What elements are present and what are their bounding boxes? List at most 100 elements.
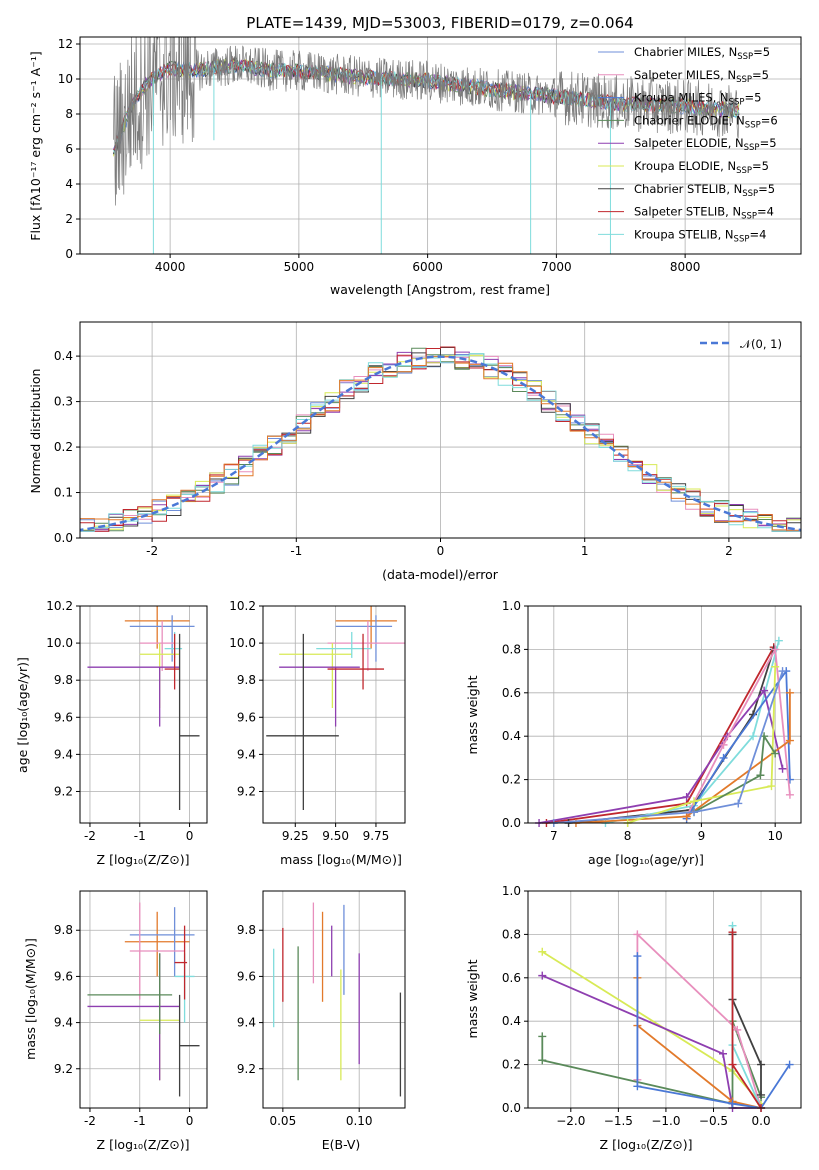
mass-weight-vs-age-marker — [785, 790, 794, 799]
mass-weight-vs-age-ylabel: mass weight — [465, 675, 480, 754]
spectrum-legend-label: Kroupa STELIB, NSSP=4 — [634, 227, 766, 244]
age-vs-Z-ytick-label: 9.4 — [54, 747, 73, 761]
age-vs-Z-ytick-label: 9.8 — [54, 673, 73, 687]
age-vs-Z-xtick-label: -2 — [84, 829, 96, 843]
mass-weight-vs-Z-ytick-label: 0.6 — [502, 971, 521, 985]
age-vs-Z-xtick-label: 0 — [186, 829, 194, 843]
mass-weight-vs-age-marker — [774, 636, 783, 645]
mass-weight-vs-Z-xlabel: Z [log₁₀(Z/Z⊙)] — [600, 1137, 693, 1152]
mass-vs-Z-xtick-label: -2 — [84, 1114, 96, 1128]
mass-weight-vs-age-marker — [690, 808, 699, 817]
mass-weight-vs-age-ytick-label: 1.0 — [502, 599, 521, 613]
age-vs-mass-xlabel: mass [log₁₀(M/M⊙)] — [280, 852, 402, 867]
mass-weight-vs-age-marker — [719, 740, 728, 749]
spectrum-legend-label: Salpeter STELIB, NSSP=4 — [634, 205, 774, 222]
mass-weight-vs-age-series-line — [605, 640, 780, 824]
mass-weight-vs-Z-ytick-label: 0.4 — [502, 1014, 521, 1028]
age-vs-mass-xtick-label: 9.75 — [363, 829, 390, 843]
mass-weight-vs-age-marker — [719, 753, 728, 762]
histogram-plot-area — [80, 346, 801, 532]
mass-weight-vs-age-panel: age [log₁₀(age/yr)] mass weight 7 8 9 10 0.0… — [465, 599, 802, 867]
age-vs-Z-axes-frame — [79, 605, 208, 824]
mass-vs-Z-ytick-label: 9.8 — [54, 923, 73, 937]
histogram-legend-label: 𝒩(0, 1) — [740, 337, 782, 351]
mass-vs-ebv-xtick-label: 0.05 — [269, 1114, 296, 1128]
age-vs-mass-ytick-label: 9.4 — [237, 747, 256, 761]
spectrum-ytick-label: 6 — [65, 142, 73, 156]
histogram-ytick-label: 0.1 — [54, 486, 73, 500]
mass-weight-vs-age-xtick-label: 7 — [550, 829, 558, 843]
spectrum-legend-label: Kroupa ELODIE, NSSP=5 — [634, 159, 769, 176]
mass-vs-Z-xtick-label: 0 — [186, 1114, 194, 1128]
mass-weight-vs-Z-panel: Z [log₁₀(Z/Z⊙)] mass weight −2.0 −1.5 −1.0… — [465, 884, 802, 1152]
mass-weight-vs-Z-marker — [757, 1060, 766, 1069]
histogram-ytick-label: 0.4 — [54, 349, 73, 363]
mass-vs-ebv-ytick-label: 9.8 — [237, 923, 256, 937]
mass-vs-ebv-ytick-label: 9.2 — [237, 1062, 256, 1076]
mass-weight-vs-Z-marker — [538, 1056, 547, 1065]
mass-vs-Z-ylabel: mass [log₁₀(M/M⊙)] — [23, 938, 38, 1060]
age-vs-mass-xtick-label: 9.25 — [282, 829, 309, 843]
mass-weight-vs-Z-ylabel: mass weight — [465, 959, 480, 1038]
histogram-xtick-label: 2 — [725, 544, 733, 558]
age-vs-Z-ytick-label: 9.2 — [54, 784, 73, 798]
mass-weight-vs-Z-marker — [538, 971, 547, 980]
mass-weight-vs-age-marker — [785, 775, 794, 784]
histogram-axes-frame — [79, 321, 802, 539]
age-vs-Z-xlabel: Z [log₁₀(Z/Z⊙)] — [97, 852, 190, 867]
mass-weight-vs-age-marker — [771, 662, 780, 671]
spectrum-ytick-label: 4 — [65, 177, 73, 191]
mass-weight-vs-age-marker — [760, 686, 769, 695]
mass-weight-vs-Z-xtick-label: −1.5 — [604, 1114, 633, 1128]
mass-weight-vs-age-xtick-label: 10 — [768, 829, 783, 843]
mass-weight-vs-age-marker — [756, 771, 765, 780]
mass-weight-vs-Z-marker — [728, 1099, 737, 1108]
mass-weight-vs-age-xtick-label: 9 — [698, 829, 706, 843]
mass-weight-vs-age-xlabel: age [log₁₀(age/yr)] — [588, 852, 704, 867]
mass-weight-vs-age-marker — [778, 667, 787, 676]
age-vs-mass-ytick-label: 10.0 — [229, 636, 256, 650]
mass-vs-Z-ytick-label: 9.2 — [54, 1062, 73, 1076]
mass-vs-ebv-panel: E(B-V) 0.05 0.10 9.2 9.4 9.6 9.8 — [237, 890, 406, 1152]
mass-weight-vs-Z-marker — [538, 947, 547, 956]
mass-weight-vs-age-ytick-label: 0.2 — [502, 773, 521, 787]
age-vs-mass-grid — [263, 605, 405, 823]
spectrum-ytick-label: 10 — [58, 72, 73, 86]
mass-weight-vs-age-xtick-label: 8 — [624, 829, 632, 843]
mass-weight-vs-age-series-line — [553, 670, 784, 824]
age-vs-mass-panel: mass [log₁₀(M/M⊙)] 9.25 9.50 9.75 9.2 9.4 9.6… — [229, 599, 406, 867]
mass-weight-vs-Z-marker — [728, 928, 737, 937]
mass-vs-Z-xtick-label: -1 — [134, 1114, 146, 1128]
age-vs-Z-xtick-label: -1 — [134, 829, 146, 843]
spectrum-ytick-label: 12 — [58, 37, 73, 51]
spectrum-axes-frame — [79, 36, 802, 255]
mass-vs-ebv-plot-area — [273, 902, 402, 1097]
mass-weight-vs-age-axes-frame — [527, 605, 802, 824]
spectrum-ytick-label: 0 — [65, 247, 73, 261]
age-vs-mass-plot-area — [266, 606, 405, 811]
spectrum-title: PLATE=1439, MJD=53003, FIBERID=0179, z=0… — [246, 14, 633, 32]
spectrum-legend-label: Chabrier STELIB, NSSP=5 — [634, 182, 775, 199]
histogram-ylabel: Normed distribution — [28, 369, 43, 494]
mass-weight-vs-Z-marker — [633, 952, 642, 961]
age-vs-Z-ylabel: age [log₁₀(age/yr)] — [15, 657, 30, 773]
mass-weight-vs-age-marker — [734, 799, 743, 808]
mass-weight-vs-age-marker — [749, 732, 758, 741]
mass-weight-vs-age-marker — [690, 797, 699, 806]
spectrum-legend-label: Chabrier ELODIE, NSSP=6 — [634, 113, 778, 130]
age-vs-Z-ytick-label: 9.6 — [54, 710, 73, 724]
age-vs-mass-ytick-label: 9.6 — [237, 710, 256, 724]
spectrum-xlabel: wavelength [Angstrom, rest frame] — [330, 282, 550, 297]
spectrum-plot-area — [113, 37, 740, 254]
mass-weight-vs-age-ytick-label: 0.4 — [502, 729, 521, 743]
spectrum-xtick-label: 6000 — [412, 260, 443, 274]
mass-weight-vs-Z-marker — [728, 1060, 737, 1069]
mass-vs-ebv-ytick-label: 9.4 — [237, 1016, 256, 1030]
age-vs-Z-plot-area — [87, 606, 200, 811]
mass-vs-Z-axes-frame — [79, 890, 208, 1109]
mass-weight-vs-age-series-line — [685, 668, 791, 820]
mass-weight-vs-Z-marker — [719, 1049, 727, 1058]
mass-vs-Z-xlabel: Z [log₁₀(Z/Z⊙)] — [97, 1137, 190, 1152]
mass-weight-vs-age-marker — [785, 688, 794, 697]
